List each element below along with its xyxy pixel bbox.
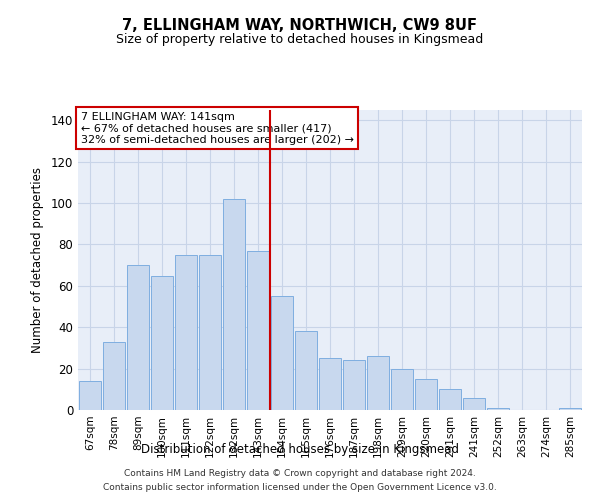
Bar	[79, 381, 101, 410]
Bar	[559, 408, 581, 410]
Bar	[151, 276, 173, 410]
Bar	[391, 368, 413, 410]
Bar	[439, 390, 461, 410]
Text: 7 ELLINGHAM WAY: 141sqm
← 67% of detached houses are smaller (417)
32% of semi-d: 7 ELLINGHAM WAY: 141sqm ← 67% of detache…	[80, 112, 353, 144]
Bar	[127, 265, 149, 410]
Bar	[103, 342, 125, 410]
Bar	[415, 379, 437, 410]
Bar	[463, 398, 485, 410]
Bar	[175, 255, 197, 410]
Bar	[343, 360, 365, 410]
Text: Contains HM Land Registry data © Crown copyright and database right 2024.: Contains HM Land Registry data © Crown c…	[124, 468, 476, 477]
Bar	[487, 408, 509, 410]
Bar	[223, 199, 245, 410]
Text: Distribution of detached houses by size in Kingsmead: Distribution of detached houses by size …	[141, 442, 459, 456]
Text: 7, ELLINGHAM WAY, NORTHWICH, CW9 8UF: 7, ELLINGHAM WAY, NORTHWICH, CW9 8UF	[122, 18, 478, 32]
Text: Contains public sector information licensed under the Open Government Licence v3: Contains public sector information licen…	[103, 484, 497, 492]
Y-axis label: Number of detached properties: Number of detached properties	[31, 167, 44, 353]
Bar	[295, 332, 317, 410]
Bar	[319, 358, 341, 410]
Bar	[367, 356, 389, 410]
Bar	[199, 255, 221, 410]
Text: Size of property relative to detached houses in Kingsmead: Size of property relative to detached ho…	[116, 32, 484, 46]
Bar	[271, 296, 293, 410]
Bar	[247, 250, 269, 410]
